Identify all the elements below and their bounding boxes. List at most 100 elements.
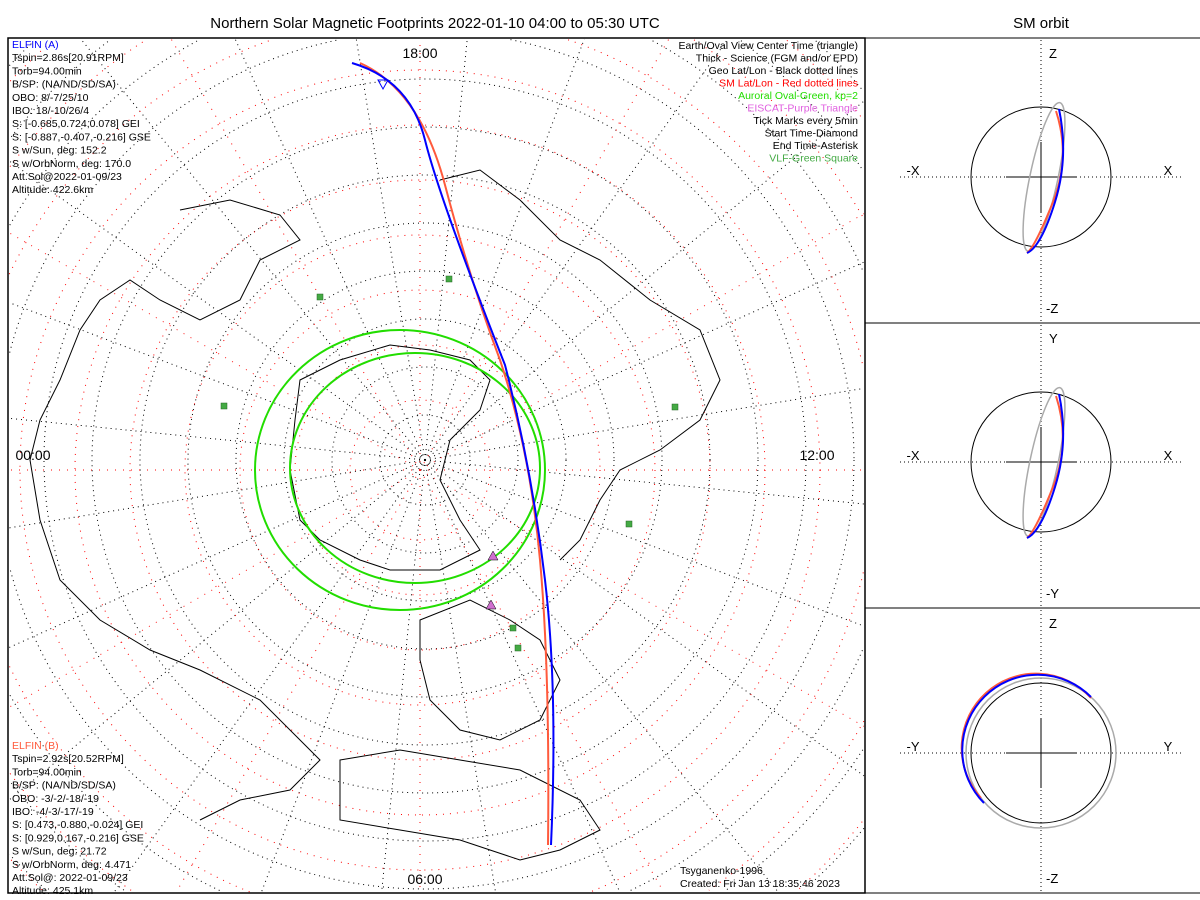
geo-lat-circle xyxy=(10,40,864,891)
coastline-asia xyxy=(439,169,721,561)
vlf-square-icon xyxy=(514,644,522,652)
elfin-b-orbit xyxy=(960,672,1092,799)
elfin-b-info: ELFIN (B)Tspin=2.92s[20.52RPM]Torb=94.00… xyxy=(12,740,144,897)
elfin-a-orbit xyxy=(1026,108,1065,254)
spacecraft-info-line: OBO: 8/-7/25/10 xyxy=(12,92,89,104)
axis-label: -Z xyxy=(1046,871,1058,886)
sm-lon-line xyxy=(170,38,421,471)
time-label-00: 00:00 xyxy=(15,447,50,463)
spacecraft-name: ELFIN (B) xyxy=(12,740,59,752)
legend-item: Start Time-Diamond xyxy=(765,128,859,140)
spacecraft-info-line: S: [-0.685,0.724,0.078] GEI xyxy=(12,118,140,130)
vlf-square-icon xyxy=(445,275,453,283)
lat-lon-grid xyxy=(8,38,865,893)
spacecraft-info-line: S w/OrbNorm, deg: 170.0 xyxy=(12,158,131,170)
sm-lon-line xyxy=(419,469,865,727)
geo-lon-line xyxy=(8,459,426,529)
geo-lon-line xyxy=(8,459,426,801)
elfin-b-track xyxy=(359,62,550,846)
elfin-a-track xyxy=(351,62,555,846)
auroral-oval xyxy=(254,329,546,611)
spacecraft-info-line: Altitude: 422.6km xyxy=(12,184,93,196)
orbit-path xyxy=(965,677,1117,829)
legend-item: Tick Marks every 5min xyxy=(753,115,858,127)
vlf-square-icon xyxy=(509,624,517,632)
geo-lon-line xyxy=(424,459,621,893)
axis-label: -X xyxy=(907,163,920,178)
coastline-greenland xyxy=(289,344,491,571)
eiscat-triangles xyxy=(485,550,499,610)
axis-label: -Y xyxy=(1046,586,1059,601)
spacecraft-info-line: S w/Sun, deg: 152.2 xyxy=(12,145,107,157)
sm-lon-line xyxy=(419,213,865,471)
continents xyxy=(29,169,721,861)
model-label: Tsyganenko-1996 xyxy=(680,865,763,877)
spacecraft-name: ELFIN (A) xyxy=(12,39,59,51)
geo-lon-line xyxy=(8,160,426,461)
spacecraft-info-line: B/SP: (NA/ND/SD/SA) xyxy=(12,780,116,792)
eiscat-triangle-icon xyxy=(485,599,497,610)
spacecraft-info-line: S: [0.473,-0.880,-0.024] GEI xyxy=(12,819,143,831)
spacecraft-info-line: Torb=94.00min xyxy=(12,65,82,77)
plot-title: Northern Solar Magnetic Footprints 2022-… xyxy=(210,15,660,32)
geo-lon-line xyxy=(8,417,426,461)
sm-orbit-panels: Z -Z -X X Y -Y -X X Z -Z -Y Y xyxy=(865,37,1200,894)
orbit-panel: Z -Z -Y Y xyxy=(865,607,1200,891)
earth-circle xyxy=(970,391,1112,533)
sm-lat-circle xyxy=(9,40,863,891)
polar-map: 18:00 06:00 00:00 12:00 xyxy=(8,38,865,893)
spacecraft-info-line: IBO: 18/-10/26/4 xyxy=(12,105,89,117)
vlf-square-icon xyxy=(316,293,324,301)
sm-lon-line xyxy=(175,469,421,893)
geo-lon-line xyxy=(8,302,426,461)
legend: Earth/Oval View Center Time (triangle)Th… xyxy=(678,40,858,165)
legend-item: Auroral Oval-Green, kp=2 xyxy=(738,90,858,102)
legend-item: EISCAT-Purple Triangle xyxy=(747,103,858,115)
spacecraft-info-line: S: [-0.887,-0.407,-0.216] GSE xyxy=(12,131,151,143)
time-label-18: 18:00 xyxy=(402,45,437,61)
side-title: SM orbit xyxy=(1013,15,1070,32)
spacecraft-info-line: OBO: -3/-2/-18/-19 xyxy=(12,793,99,805)
time-label-06: 06:00 xyxy=(407,871,442,887)
axis-label: -X xyxy=(907,448,920,463)
axis-label: Z xyxy=(1049,616,1057,631)
geo-lon-line xyxy=(80,38,426,461)
geo-lat-circle xyxy=(43,78,807,842)
time-label-12: 12:00 xyxy=(799,447,834,463)
axis-label: X xyxy=(1164,448,1173,463)
elfin-b-orbit xyxy=(1026,395,1064,539)
axis-label: X xyxy=(1164,163,1173,178)
sm-lat-circle xyxy=(294,344,546,596)
vlf-square-icon xyxy=(671,403,679,411)
axis-label: Z xyxy=(1049,46,1057,61)
coastline-americas xyxy=(29,199,321,821)
geo-lat-circle xyxy=(9,40,863,891)
spacecraft-info-line: Tspin=2.92s[20.52RPM] xyxy=(12,753,124,765)
sm-lon-line xyxy=(8,232,421,471)
geo-lon-line xyxy=(8,459,426,649)
geo-lon-line xyxy=(381,459,426,893)
vlf-square-icon xyxy=(220,402,228,410)
legend-item: Thick - Science (FGM and/or EPD) xyxy=(696,53,858,65)
geo-lat-circle xyxy=(9,40,865,890)
elfin-a-orbit xyxy=(961,673,1092,804)
created-label: Created: Fri Jan 13 18:35:46 2023 xyxy=(680,878,840,890)
coastline-europe xyxy=(339,749,601,861)
spacecraft-info-line: Altitude: 425.1km xyxy=(12,885,93,897)
sm-lat-circle xyxy=(9,39,865,891)
view-center-triangle-icon xyxy=(377,79,389,91)
axis-label: -Z xyxy=(1046,301,1058,316)
spacecraft-info-line: Tspin=2.86s[20.91RPM] xyxy=(12,52,124,64)
spacecraft-info-line: S w/OrbNorm, deg: 4.471 xyxy=(12,859,131,871)
orbit-panel: Y -Y -X X xyxy=(865,322,1200,606)
axis-label: Y xyxy=(1164,739,1173,754)
coastline-scandinavia xyxy=(419,599,561,741)
geo-lon-line xyxy=(261,459,426,893)
sm-lon-line xyxy=(419,469,665,893)
sm-lon-line xyxy=(8,469,421,708)
elfin-a-info: ELFIN (A)Tspin=2.86s[20.91RPM]Torb=94.00… xyxy=(12,39,151,196)
legend-item: End Time-Asterisk xyxy=(773,140,859,152)
geo-lon-line xyxy=(424,459,779,893)
legend-item: SM Lat/Lon - Red dotted lines xyxy=(719,78,858,90)
